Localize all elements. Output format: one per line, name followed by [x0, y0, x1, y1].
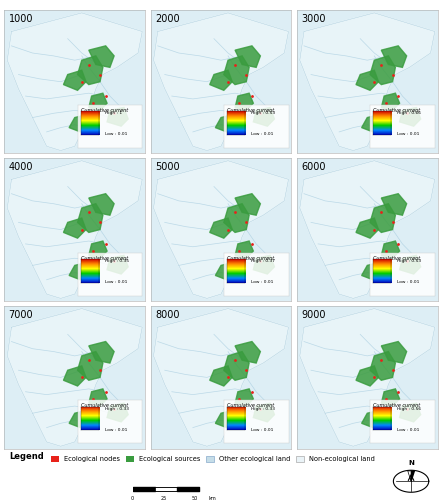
- Text: 7000: 7000: [9, 310, 33, 320]
- Text: 3000: 3000: [301, 14, 326, 24]
- Polygon shape: [89, 194, 114, 215]
- Polygon shape: [107, 403, 128, 422]
- Legend: Ecological nodes, Ecological sources, Other ecological land, Non-ecological land: Ecological nodes, Ecological sources, Ot…: [51, 456, 375, 462]
- Text: 5000: 5000: [155, 162, 179, 172]
- Polygon shape: [7, 160, 142, 298]
- Text: km: km: [208, 496, 216, 500]
- Polygon shape: [356, 218, 378, 238]
- Polygon shape: [253, 403, 274, 422]
- Polygon shape: [235, 194, 260, 215]
- Polygon shape: [7, 308, 142, 446]
- Text: 2000: 2000: [155, 14, 179, 24]
- Polygon shape: [215, 262, 235, 280]
- Polygon shape: [69, 410, 89, 428]
- Polygon shape: [300, 13, 435, 150]
- Polygon shape: [381, 342, 407, 363]
- Polygon shape: [89, 342, 114, 363]
- Polygon shape: [153, 13, 289, 150]
- Polygon shape: [89, 241, 107, 258]
- Polygon shape: [362, 410, 381, 428]
- Polygon shape: [210, 70, 232, 90]
- Polygon shape: [215, 410, 235, 428]
- Text: 9000: 9000: [301, 310, 326, 320]
- Polygon shape: [300, 308, 435, 446]
- Polygon shape: [381, 241, 400, 258]
- Polygon shape: [400, 403, 421, 422]
- Polygon shape: [300, 160, 435, 298]
- Polygon shape: [381, 93, 400, 110]
- Polygon shape: [89, 93, 107, 110]
- Text: 1000: 1000: [9, 14, 33, 24]
- Polygon shape: [77, 352, 103, 380]
- Polygon shape: [107, 108, 128, 126]
- Polygon shape: [362, 114, 381, 132]
- Polygon shape: [69, 262, 89, 280]
- Polygon shape: [370, 204, 396, 233]
- Polygon shape: [89, 46, 114, 68]
- Text: 6000: 6000: [301, 162, 326, 172]
- Polygon shape: [64, 366, 86, 386]
- Polygon shape: [370, 352, 396, 380]
- Polygon shape: [235, 93, 253, 110]
- Text: 50: 50: [191, 496, 198, 500]
- Polygon shape: [253, 256, 274, 274]
- Polygon shape: [64, 218, 86, 238]
- Text: 8000: 8000: [155, 310, 179, 320]
- Polygon shape: [224, 56, 249, 84]
- Text: N: N: [408, 460, 414, 466]
- Text: 25: 25: [160, 496, 167, 500]
- Polygon shape: [400, 256, 421, 274]
- Polygon shape: [224, 352, 249, 380]
- Polygon shape: [381, 389, 400, 406]
- Polygon shape: [153, 308, 289, 446]
- Text: 4000: 4000: [9, 162, 33, 172]
- Polygon shape: [7, 13, 142, 150]
- Polygon shape: [400, 108, 421, 126]
- Polygon shape: [69, 114, 89, 132]
- Polygon shape: [235, 241, 253, 258]
- Polygon shape: [77, 56, 103, 84]
- Polygon shape: [381, 194, 407, 215]
- Polygon shape: [370, 56, 396, 84]
- Polygon shape: [153, 160, 289, 298]
- Polygon shape: [411, 471, 415, 481]
- Text: Legend: Legend: [9, 452, 43, 461]
- Polygon shape: [107, 256, 128, 274]
- Polygon shape: [235, 342, 260, 363]
- Polygon shape: [224, 204, 249, 233]
- Polygon shape: [408, 471, 411, 481]
- Polygon shape: [356, 70, 378, 90]
- Polygon shape: [381, 46, 407, 68]
- Polygon shape: [235, 46, 260, 68]
- Polygon shape: [362, 262, 381, 280]
- Polygon shape: [253, 108, 274, 126]
- Polygon shape: [210, 366, 232, 386]
- Polygon shape: [64, 70, 86, 90]
- Polygon shape: [89, 389, 107, 406]
- Polygon shape: [210, 218, 232, 238]
- Polygon shape: [356, 366, 378, 386]
- Text: 0: 0: [131, 496, 134, 500]
- Polygon shape: [235, 389, 253, 406]
- Polygon shape: [215, 114, 235, 132]
- Polygon shape: [77, 204, 103, 233]
